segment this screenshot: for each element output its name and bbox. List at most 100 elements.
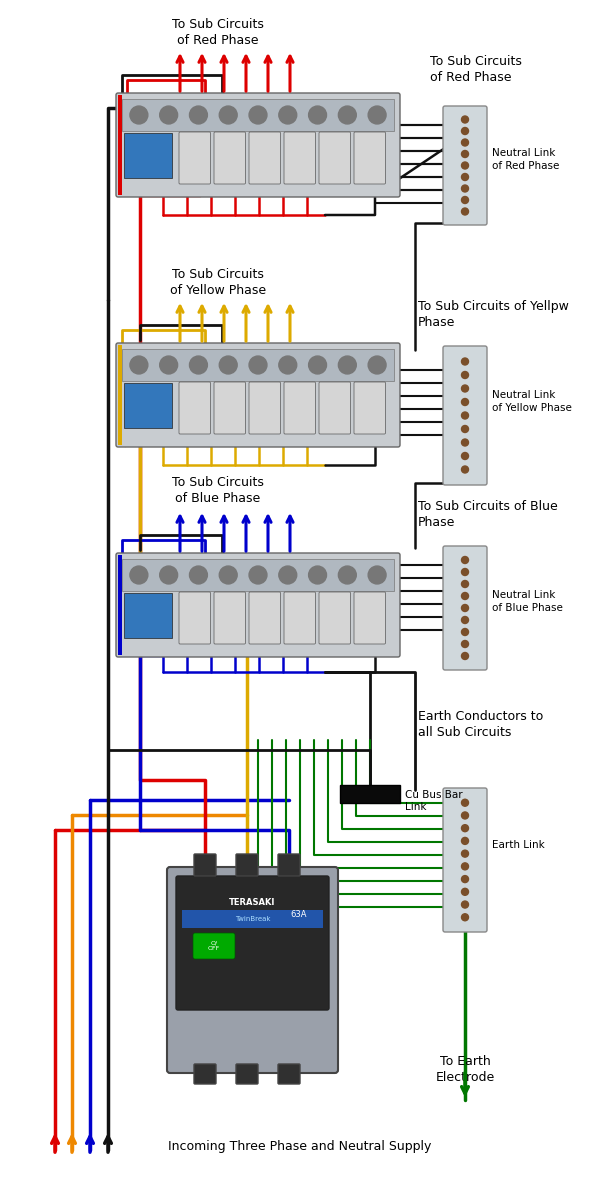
Text: Neutral Link
of Yellow Phase: Neutral Link of Yellow Phase (492, 390, 572, 413)
Bar (122, 559, 394, 590)
FancyBboxPatch shape (284, 592, 316, 644)
Circle shape (190, 566, 208, 584)
FancyBboxPatch shape (354, 382, 385, 434)
Bar (118, 95, 122, 194)
Bar (124, 133, 172, 178)
Bar (122, 98, 394, 131)
Circle shape (461, 653, 469, 660)
FancyBboxPatch shape (319, 132, 350, 184)
Text: O/
OFF: O/ OFF (208, 941, 220, 952)
Circle shape (461, 888, 469, 895)
Circle shape (461, 812, 469, 818)
Text: Incoming Three Phase and Neutral Supply: Incoming Three Phase and Neutral Supply (169, 1140, 431, 1153)
Circle shape (461, 605, 469, 612)
Text: To Earth
Electrode: To Earth Electrode (436, 1055, 494, 1084)
Circle shape (461, 150, 469, 157)
Circle shape (279, 106, 297, 124)
Circle shape (219, 356, 237, 374)
FancyBboxPatch shape (167, 866, 338, 1073)
FancyBboxPatch shape (214, 592, 245, 644)
Circle shape (461, 593, 469, 600)
Circle shape (461, 629, 469, 636)
Circle shape (461, 557, 469, 564)
FancyBboxPatch shape (179, 592, 211, 644)
Circle shape (160, 356, 178, 374)
Circle shape (338, 106, 356, 124)
Circle shape (461, 863, 469, 870)
Bar (118, 346, 122, 445)
Text: Earth Conductors to
all Sub Circuits: Earth Conductors to all Sub Circuits (418, 710, 543, 739)
FancyBboxPatch shape (214, 382, 245, 434)
Circle shape (461, 617, 469, 624)
Bar (122, 349, 394, 382)
FancyBboxPatch shape (236, 854, 258, 876)
Bar (118, 554, 122, 655)
FancyBboxPatch shape (116, 92, 400, 197)
Circle shape (308, 566, 326, 584)
Circle shape (461, 824, 469, 832)
Circle shape (461, 385, 469, 392)
FancyBboxPatch shape (319, 382, 350, 434)
Circle shape (461, 581, 469, 588)
FancyBboxPatch shape (354, 132, 385, 184)
Text: To Sub Circuits of Yellpw
Phase: To Sub Circuits of Yellpw Phase (418, 300, 569, 329)
Circle shape (461, 372, 469, 378)
Circle shape (461, 127, 469, 134)
Bar (124, 593, 172, 638)
Text: Cu Bus Bar
Link: Cu Bus Bar Link (405, 790, 463, 812)
Circle shape (160, 566, 178, 584)
FancyBboxPatch shape (194, 1064, 216, 1084)
FancyBboxPatch shape (284, 382, 316, 434)
Circle shape (461, 116, 469, 122)
Text: To Sub Circuits of Blue
Phase: To Sub Circuits of Blue Phase (418, 500, 558, 529)
FancyBboxPatch shape (278, 1064, 300, 1084)
FancyBboxPatch shape (249, 382, 280, 434)
Circle shape (190, 356, 208, 374)
Text: 63A: 63A (290, 910, 307, 919)
Text: TERASAKI: TERASAKI (229, 898, 275, 907)
FancyBboxPatch shape (284, 132, 316, 184)
Circle shape (461, 162, 469, 169)
Bar (182, 910, 323, 928)
Circle shape (279, 566, 297, 584)
Text: To Sub Circuits
of Red Phase: To Sub Circuits of Red Phase (430, 55, 522, 84)
Circle shape (130, 356, 148, 374)
Circle shape (461, 398, 469, 406)
Circle shape (461, 358, 469, 365)
Circle shape (219, 566, 237, 584)
Circle shape (308, 106, 326, 124)
Circle shape (249, 106, 267, 124)
FancyBboxPatch shape (249, 132, 280, 184)
FancyBboxPatch shape (354, 592, 385, 644)
FancyBboxPatch shape (278, 854, 300, 876)
FancyBboxPatch shape (194, 854, 216, 876)
Text: Neutral Link
of Red Phase: Neutral Link of Red Phase (492, 148, 559, 170)
Circle shape (461, 208, 469, 215)
Circle shape (461, 197, 469, 204)
Circle shape (461, 466, 469, 473)
Circle shape (368, 106, 386, 124)
FancyBboxPatch shape (179, 132, 211, 184)
FancyBboxPatch shape (193, 934, 235, 959)
FancyBboxPatch shape (179, 382, 211, 434)
FancyBboxPatch shape (443, 788, 487, 932)
Text: To Sub Circuits
of Blue Phase: To Sub Circuits of Blue Phase (172, 476, 264, 505)
FancyBboxPatch shape (116, 553, 400, 658)
Text: To Sub Circuits
of Red Phase: To Sub Circuits of Red Phase (172, 18, 264, 47)
Text: Earth Link: Earth Link (492, 840, 545, 850)
FancyBboxPatch shape (443, 546, 487, 670)
Circle shape (249, 566, 267, 584)
Circle shape (461, 838, 469, 845)
Circle shape (249, 356, 267, 374)
Circle shape (130, 106, 148, 124)
FancyBboxPatch shape (249, 592, 280, 644)
Circle shape (279, 356, 297, 374)
Bar (340, 785, 400, 803)
Circle shape (461, 850, 469, 857)
Circle shape (461, 174, 469, 180)
Circle shape (461, 439, 469, 446)
Circle shape (130, 566, 148, 584)
Circle shape (461, 412, 469, 419)
FancyBboxPatch shape (236, 1064, 258, 1084)
Circle shape (461, 913, 469, 920)
